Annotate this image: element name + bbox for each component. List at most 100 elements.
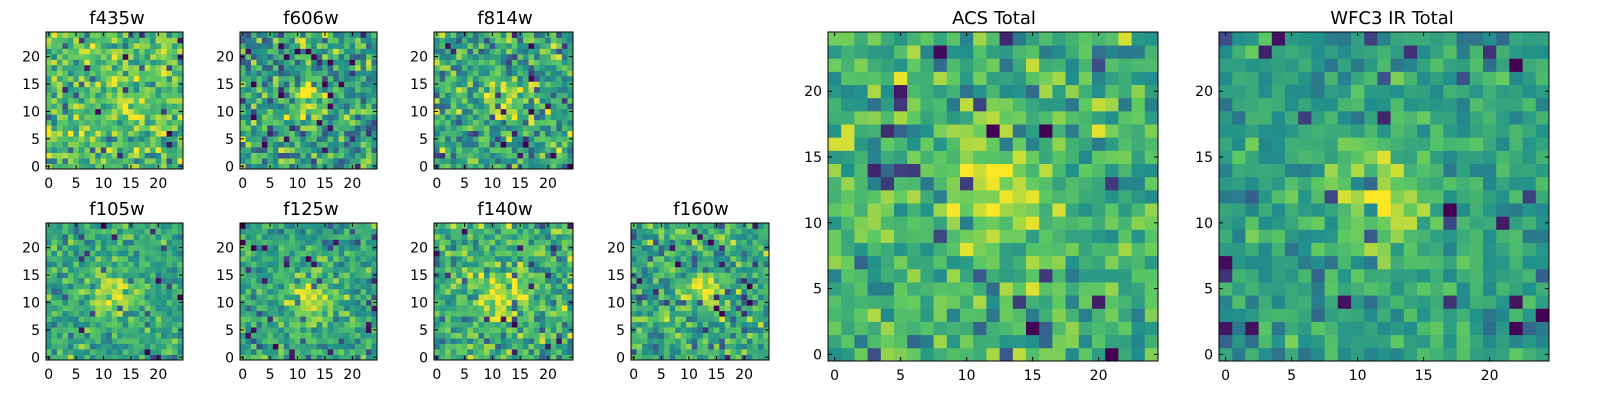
heatmap-cell: [752, 250, 759, 257]
heatmap-cell: [636, 332, 643, 339]
heatmap-cell: [495, 130, 502, 137]
heatmap-cell: [166, 108, 173, 115]
heatmap-cell: [467, 147, 474, 153]
heatmap-cell: [757, 343, 764, 350]
heatmap-cell: [333, 310, 340, 317]
heatmap-cell: [752, 349, 759, 355]
heatmap-cell: [106, 255, 113, 262]
heatmap-cell: [528, 53, 535, 60]
heatmap-cell: [556, 321, 563, 328]
heatmap-cell: [122, 277, 129, 284]
heatmap-cell: [100, 136, 107, 142]
heatmap-cell: [550, 277, 557, 284]
heatmap-cell: [741, 283, 748, 290]
heatmap-cell: [539, 70, 546, 77]
heatmap-cell: [311, 349, 318, 355]
heatmap-cell: [746, 354, 753, 361]
heatmap-cell: [122, 266, 129, 273]
heatmap-cell: [122, 349, 129, 355]
heatmap-cell: [697, 299, 704, 306]
heatmap-cell: [708, 294, 715, 301]
heatmap-cell: [484, 158, 490, 164]
heatmap-cell: [338, 332, 345, 339]
heatmap-cell: [999, 268, 1014, 283]
heatmap-cell: [338, 277, 345, 284]
heatmap-cell: [100, 141, 107, 148]
heatmap-cell: [735, 327, 742, 333]
heatmap-cell: [522, 108, 529, 115]
heatmap-cell: [484, 119, 490, 126]
heatmap-cell: [84, 261, 91, 268]
heatmap-cell: [1026, 176, 1040, 191]
heatmap-cell: [763, 283, 770, 290]
heatmap-cell: [500, 349, 507, 355]
heatmap-cell: [880, 255, 895, 270]
heatmap-cell: [472, 316, 479, 323]
heatmap-cell: [1105, 203, 1119, 217]
heatmap-cell: [95, 250, 102, 257]
heatmap-cell: [289, 163, 296, 170]
heatmap-cell: [506, 130, 513, 137]
heatmap-cell: [567, 310, 574, 317]
heatmap-cell: [355, 299, 361, 306]
heatmap-cell: [316, 277, 323, 284]
heatmap-cell: [907, 216, 921, 230]
heatmap-cell: [484, 261, 490, 268]
heatmap-cell: [664, 354, 671, 361]
heatmap-cell: [658, 310, 665, 317]
heatmap-cell: [144, 53, 151, 60]
heatmap-cell: [461, 305, 468, 312]
heatmap-cell: [713, 250, 720, 257]
heatmap-cell: [166, 228, 173, 235]
heatmap-cell: [730, 354, 737, 361]
heatmap-cell: [360, 141, 367, 148]
heatmap-cell: [349, 158, 356, 164]
heatmap-cell: [62, 53, 69, 60]
heatmap-cell: [289, 316, 296, 323]
heatmap-cell: [278, 152, 285, 159]
heatmap-cell: [708, 288, 715, 295]
heatmap-cell: [366, 114, 372, 121]
heatmap-cell: [177, 130, 184, 137]
heatmap-cell: [311, 332, 318, 339]
heatmap-cell: [150, 92, 156, 99]
heatmap-cell: [550, 42, 557, 49]
heatmap-cell: [461, 316, 468, 323]
heatmap-cell: [653, 299, 659, 306]
heatmap-cell: [177, 86, 184, 93]
heatmap-cell: [300, 294, 307, 301]
heatmap-cell: [1052, 334, 1066, 349]
heatmap-cell: [62, 59, 69, 66]
heatmap-cell: [327, 32, 334, 38]
heatmap-cell: [316, 103, 323, 110]
heatmap-cell: [327, 255, 334, 262]
heatmap-cell: [289, 147, 296, 153]
heatmap-cell: [434, 48, 440, 55]
heatmap-cell: [177, 75, 184, 82]
heatmap-cell: [517, 48, 524, 55]
y-tick-label: 10: [410, 104, 428, 120]
heatmap-cell: [439, 233, 446, 240]
heatmap-cell: [316, 316, 323, 323]
heatmap-cell: [439, 283, 446, 290]
heatmap-cell: [653, 223, 659, 229]
heatmap-cell: [724, 288, 731, 295]
heatmap-cell: [177, 37, 184, 44]
heatmap-cell: [128, 332, 135, 339]
heatmap-cell: [1144, 189, 1159, 204]
heatmap-cell: [434, 277, 440, 284]
heatmap-cell: [360, 299, 367, 306]
heatmap-cell: [702, 228, 709, 235]
heatmap-cell: [250, 310, 257, 317]
heatmap-cell: [84, 147, 91, 153]
heatmap-cell: [467, 86, 474, 93]
heatmap-cell: [757, 349, 764, 355]
heatmap-cell: [697, 233, 704, 240]
heatmap-cell: [550, 75, 557, 82]
heatmap-cell: [545, 244, 552, 251]
heatmap-cell: [250, 239, 257, 246]
heatmap-cell: [534, 272, 541, 279]
heatmap-cell: [67, 250, 74, 257]
heatmap-cell: [500, 305, 507, 312]
heatmap-cell: [133, 261, 140, 268]
